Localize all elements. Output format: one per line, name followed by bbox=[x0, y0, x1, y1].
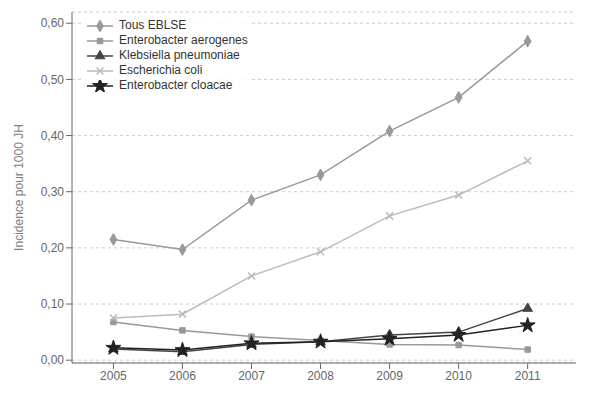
svg-text:0,40: 0,40 bbox=[41, 129, 65, 143]
svg-text:2010: 2010 bbox=[445, 369, 472, 383]
svg-text:2008: 2008 bbox=[307, 369, 334, 383]
svg-text:2009: 2009 bbox=[376, 369, 403, 383]
svg-text:2006: 2006 bbox=[169, 369, 196, 383]
html-text:Klebsiella pneumoniae: Klebsiella pneumoniae bbox=[119, 48, 240, 62]
svg-text:0,10: 0,10 bbox=[41, 297, 65, 311]
svg-text:0,50: 0,50 bbox=[41, 73, 65, 87]
html-text:Tous EBLSE: Tous EBLSE bbox=[119, 18, 187, 32]
svg-text:2011: 2011 bbox=[515, 369, 541, 383]
html-text:Escherichia coli: Escherichia coli bbox=[119, 63, 203, 77]
svg-text:Incidence pour 1000 JH: Incidence pour 1000 JH bbox=[12, 124, 26, 251]
svg-text:2005: 2005 bbox=[100, 369, 127, 383]
svg-text:0,00: 0,00 bbox=[41, 353, 65, 367]
svg-text:0,20: 0,20 bbox=[41, 241, 65, 255]
svg-text:0,30: 0,30 bbox=[41, 185, 65, 199]
svg-text:2007: 2007 bbox=[238, 369, 265, 383]
html-text:Enterobacter aerogenes: Enterobacter aerogenes bbox=[119, 33, 248, 47]
html-text:Enterobacter cloacae: Enterobacter cloacae bbox=[119, 78, 233, 92]
svg-text:0,60: 0,60 bbox=[41, 16, 65, 30]
